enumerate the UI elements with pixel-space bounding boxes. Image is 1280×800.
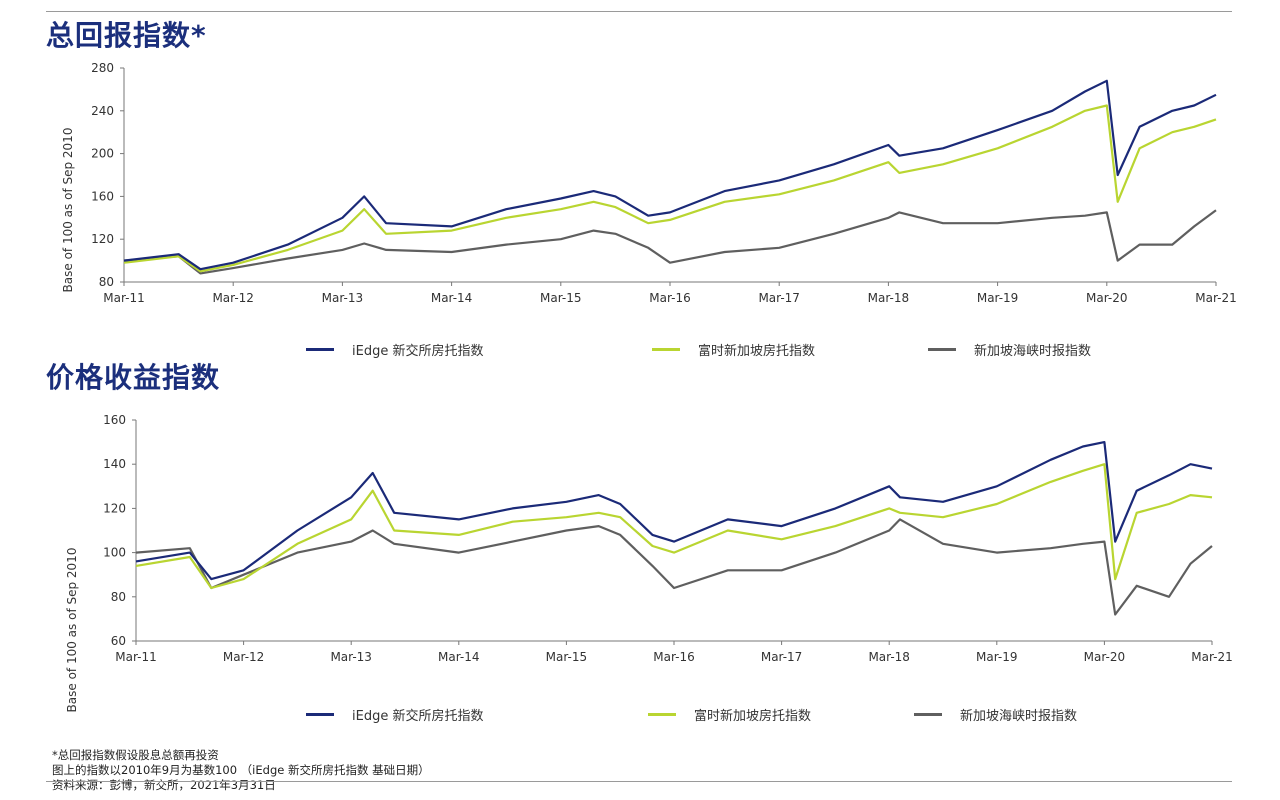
legend-label-ftse: 富时新加坡房托指数 (698, 344, 816, 359)
y-axis-label: Base of 100 as of Sep 2010 (61, 128, 75, 293)
series-line-ftse (123, 104, 1217, 273)
x-tick-label: Mar-16 (649, 291, 690, 305)
x-tick-label: Mar-19 (977, 291, 1018, 305)
heading-price-return: 价格收益指数 (46, 361, 221, 394)
x-tick-label: Mar-20 (1084, 650, 1125, 664)
x-tick-label: Mar-14 (438, 650, 479, 664)
x-tick-label: Mar-11 (103, 291, 144, 305)
y-tick-label: 120 (103, 501, 126, 515)
legend-label-sti: 新加坡海峡时报指数 (960, 709, 1078, 724)
x-tick-label: Mar-14 (431, 291, 472, 305)
y-tick-label: 120 (91, 232, 114, 246)
series-line-iedge (123, 79, 1217, 271)
series-line-sti (135, 518, 1213, 616)
x-tick-label: Mar-12 (223, 650, 264, 664)
legend-swatch-sti (914, 713, 942, 716)
x-tick-label: Mar-21 (1195, 291, 1236, 305)
top-divider (46, 11, 1232, 12)
series-line-ftse (135, 463, 1213, 590)
y-tick-label: 200 (91, 147, 114, 161)
x-tick-label: Mar-13 (322, 291, 363, 305)
y-tick-label: 100 (103, 546, 126, 560)
legend-swatch-sti (928, 348, 956, 351)
legend-total-return-ftse: 富时新加坡房托指数 (652, 340, 815, 359)
bottom-divider (46, 781, 1232, 782)
x-tick-label: Mar-18 (868, 650, 909, 664)
y-axis-label: Base of 100 as of Sep 2010 (65, 548, 79, 713)
legend-swatch-ftse (648, 713, 676, 716)
x-tick-label: Mar-18 (868, 291, 909, 305)
y-tick-label: 60 (111, 634, 126, 648)
legend-swatch-iedge (306, 713, 334, 716)
y-tick-label: 280 (91, 61, 114, 75)
x-tick-label: Mar-13 (330, 650, 371, 664)
footnote-base-date: 图上的指数以2010年9月为基数100 （iEdge 新交所房托指数 基础日期） (52, 763, 430, 777)
footnote-total-return: *总回报指数假设股息总额再投资 (52, 748, 219, 762)
series-line-sti (123, 209, 1217, 275)
legend-price-return-sti: 新加坡海峡时报指数 (914, 705, 1077, 724)
y-tick-label: 240 (91, 104, 114, 118)
legend-total-return-iedge: iEdge 新交所房托指数 (306, 340, 483, 359)
legend-swatch-ftse (652, 348, 680, 351)
x-tick-label: Mar-20 (1086, 291, 1127, 305)
price-return-chart: 60 80 100 120 140 160 Mar-11 Mar-12 Mar-13 Mar-14… (65, 413, 1233, 712)
legend-price-return-ftse: 富时新加坡房托指数 (648, 705, 811, 724)
legend-label-sti: 新加坡海峡时报指数 (974, 344, 1092, 359)
x-tick-label: Mar-21 (1191, 650, 1232, 664)
x-tick-label: Mar-19 (976, 650, 1017, 664)
legend-swatch-iedge (306, 348, 334, 351)
footnotes: *总回报指数假设股息总额再投资 图上的指数以2010年9月为基数100 （iEd… (52, 748, 430, 793)
x-tick-label: Mar-15 (546, 650, 587, 664)
total-return-chart: 80 120 160 200 240 280 Mar-11 Mar-12 Mar-13 Mar-1… (61, 61, 1237, 305)
legend-label-ftse: 富时新加坡房托指数 (694, 709, 812, 724)
x-tick-label: Mar-15 (540, 291, 581, 305)
x-tick-label: Mar-17 (758, 291, 799, 305)
legend-label-iedge: iEdge 新交所房托指数 (352, 709, 484, 724)
legend-total-return-sti: 新加坡海峡时报指数 (928, 340, 1091, 359)
x-tick-label: Mar-17 (761, 650, 802, 664)
y-tick-label: 80 (99, 275, 114, 289)
legend-price-return-iedge: iEdge 新交所房托指数 (306, 705, 483, 724)
y-tick-label: 160 (103, 413, 126, 427)
y-tick-label: 160 (91, 189, 114, 203)
series-line-iedge (135, 440, 1213, 581)
x-tick-label: Mar-11 (115, 650, 156, 664)
x-tick-label: Mar-16 (653, 650, 694, 664)
legend-label-iedge: iEdge 新交所房托指数 (352, 344, 484, 359)
y-tick-label: 80 (111, 590, 126, 604)
heading-total-return: 总回报指数* (46, 19, 207, 52)
y-tick-label: 140 (103, 457, 126, 471)
x-tick-label: Mar-12 (212, 291, 253, 305)
